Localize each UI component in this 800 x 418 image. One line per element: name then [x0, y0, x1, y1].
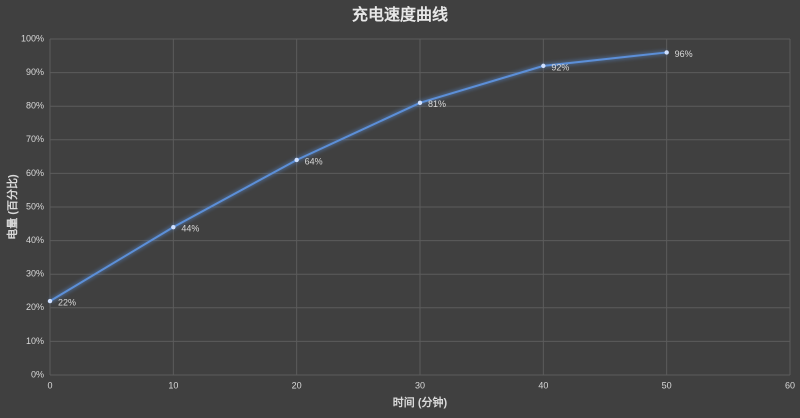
y-tick-label: 80% — [26, 101, 44, 111]
data-label: 96% — [675, 49, 693, 59]
data-point — [171, 224, 176, 230]
y-tick-label: 10% — [26, 336, 44, 346]
data-point — [541, 63, 546, 69]
y-tick-label: 50% — [26, 201, 44, 211]
x-tick-label: 40 — [538, 380, 548, 390]
y-tick-label: 40% — [26, 235, 44, 245]
data-label: 92% — [551, 62, 569, 72]
y-tick-label: 20% — [26, 302, 44, 312]
chart-title: 充电速度曲线 — [352, 5, 448, 24]
data-point — [47, 298, 53, 304]
x-tick-label: 60 — [785, 380, 795, 390]
y-tick-label: 30% — [26, 269, 44, 279]
y-tick-label: 0% — [31, 369, 44, 379]
data-label: 64% — [305, 156, 323, 166]
y-tick-label: 90% — [26, 67, 44, 77]
y-tick-label: 60% — [26, 168, 44, 178]
data-label: 44% — [181, 224, 199, 234]
x-tick-label: 10 — [168, 380, 178, 390]
data-label: 22% — [58, 297, 76, 307]
line — [49, 51, 667, 302]
x-tick-label: 30 — [415, 380, 425, 390]
x-tick-label: 0 — [47, 380, 52, 390]
x-tick-label: 50 — [662, 380, 672, 390]
y-axis-label: 电量 (百分比) — [5, 174, 19, 240]
x-tick-label: 20 — [292, 380, 302, 390]
y-tick-label: 70% — [26, 134, 44, 144]
data-label: 81% — [428, 99, 446, 109]
data-point — [664, 50, 669, 55]
data-point — [294, 157, 299, 163]
data-point — [417, 100, 423, 106]
x-axis-label: 时间 (分钟) — [393, 395, 448, 409]
y-tick-label: 100% — [21, 33, 44, 43]
